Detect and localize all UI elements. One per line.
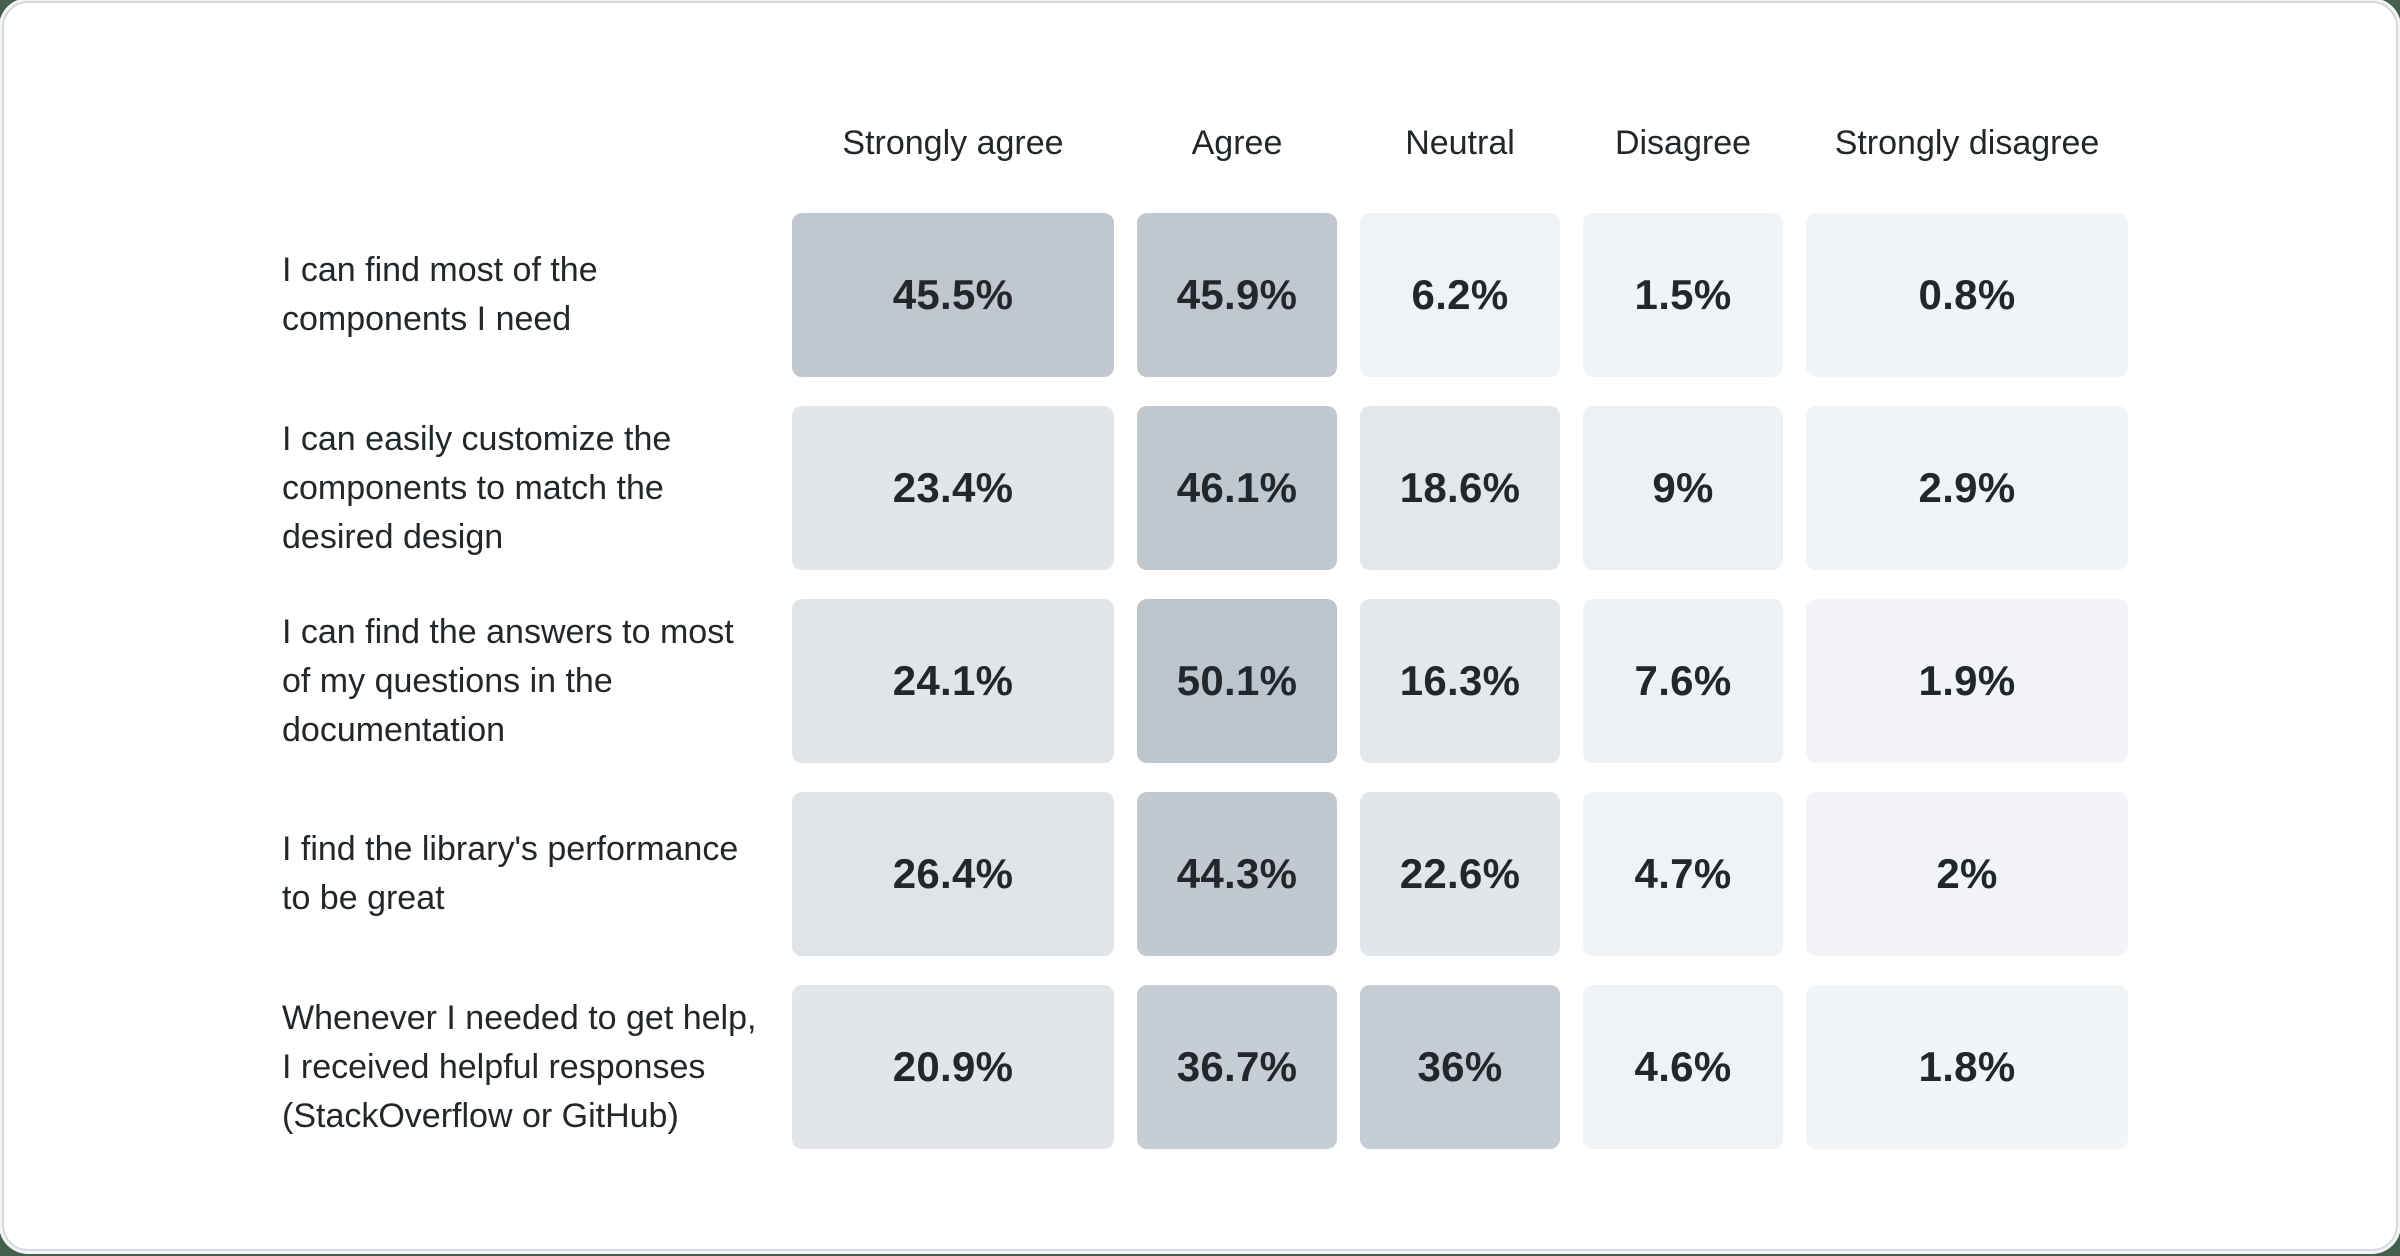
value-cell: 1.5% [1583,213,1783,377]
value-cell: 36.7% [1137,985,1337,1149]
column-header-strongly-disagree: Strongly disagree [1834,124,2100,162]
column-header-agree: Agree [1191,124,1283,162]
value-cell: 44.3% [1137,792,1337,956]
value-cell: 16.3% [1360,599,1560,763]
value-cell: 18.6% [1360,406,1560,570]
column-header-disagree: Disagree [1614,124,1752,162]
row-label: I can easily customize the components to… [282,419,672,556]
value-cell: 4.6% [1583,985,1783,1149]
value-cell: 36% [1360,985,1560,1149]
value-cell: 2.9% [1806,406,2128,570]
value-cell: 0.8% [1806,213,2128,377]
column-header-neutral: Neutral [1405,124,1515,162]
value-cell: 7.6% [1583,599,1783,763]
column-header-strongly-agree: Strongly agree [842,124,1064,162]
value-cell: 9% [1583,406,1783,570]
value-cell: 45.5% [792,213,1114,377]
row-label: I can find the answers to most of my que… [282,612,734,749]
value-cell: 4.7% [1583,792,1783,956]
value-cell: 2% [1806,792,2128,956]
value-cell: 24.1% [792,599,1114,763]
value-cell: 45.9% [1137,213,1337,377]
row-label: Whenever I needed to get help, I receive… [282,998,757,1135]
table-corner-spacer [282,103,769,184]
value-cell: 46.1% [1137,406,1337,570]
row-label: I find the library's performance to be g… [282,830,739,917]
value-cell: 6.2% [1360,213,1560,377]
value-cell: 20.9% [792,985,1114,1149]
value-cell: 1.8% [1806,985,2128,1149]
row-label: I can find most of the components I need [282,251,598,338]
value-cell: 22.6% [1360,792,1560,956]
value-cell: 1.9% [1806,599,2128,763]
value-cell: 23.4% [792,406,1114,570]
value-cell: 26.4% [792,792,1114,956]
likert-heatmap-table: Strongly agree Agree Neutral Disagree St… [282,103,2128,1149]
value-cell: 50.1% [1137,599,1337,763]
